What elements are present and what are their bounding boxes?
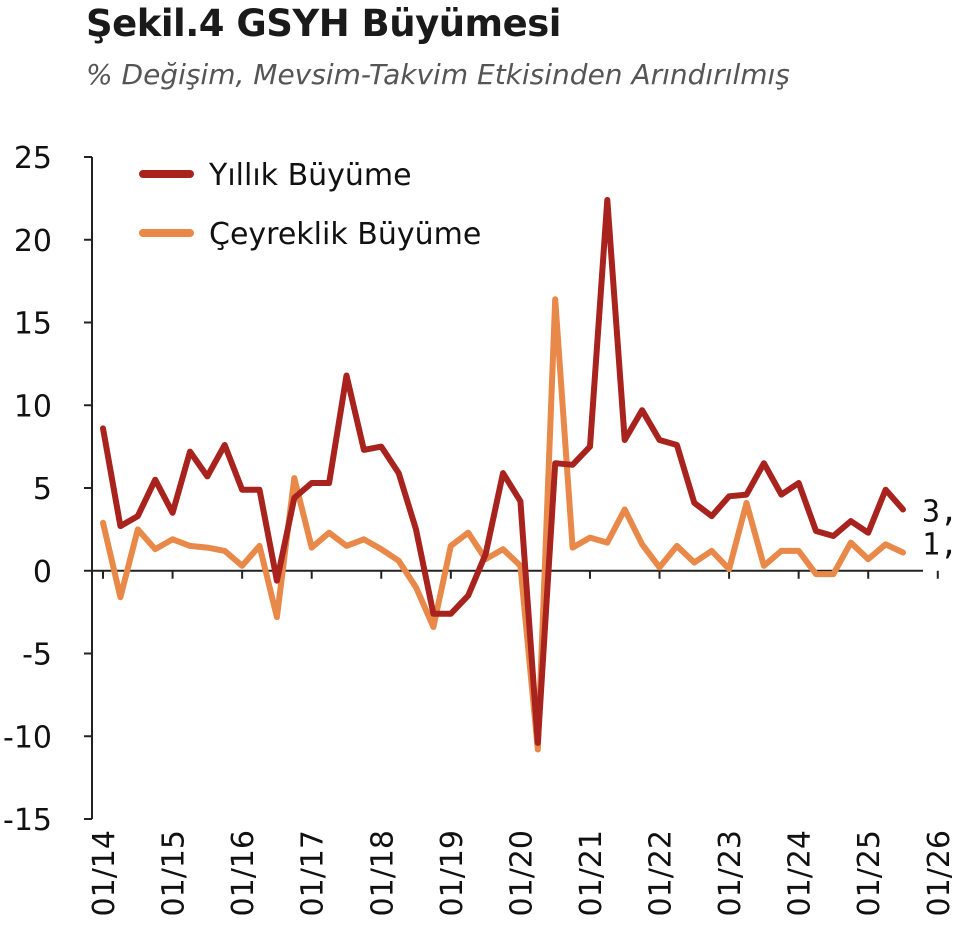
y-tick-label: 20 xyxy=(14,224,52,259)
x-tick-label: 01/17 xyxy=(296,830,331,916)
legend-label: Çeyreklik Büyüme xyxy=(209,217,481,252)
x-tick-label: 01/14 xyxy=(87,830,122,916)
y-tick-label: 0 xyxy=(33,555,52,590)
y-tick-label: -10 xyxy=(3,720,52,755)
x-tick-label: 01/20 xyxy=(504,830,539,916)
chart-subtitle: % Değişim, Mevsim-Takvim Etkisinden Arın… xyxy=(86,58,790,91)
y-tick-label: 10 xyxy=(14,389,52,424)
x-tick-label: 01/21 xyxy=(574,830,609,916)
y-tick-label: -15 xyxy=(3,803,52,838)
x-tick-label: 01/25 xyxy=(852,830,887,916)
x-tick-label: 01/26 xyxy=(922,830,957,916)
x-tick-label: 01/23 xyxy=(713,830,748,916)
series-line-yillik xyxy=(100,197,906,746)
legend-label: Yıllık Büyüme xyxy=(208,158,412,193)
y-tick-label: 25 xyxy=(14,141,52,176)
x-tick-label: 01/15 xyxy=(157,830,192,916)
y-tick-label: 5 xyxy=(33,472,52,507)
x-tick-label: 01/24 xyxy=(783,830,818,916)
x-tick-label: 01/18 xyxy=(365,830,400,916)
x-tick-label: 01/16 xyxy=(226,830,261,916)
series-end-label: 3,7 xyxy=(922,495,960,530)
y-tick-label: -5 xyxy=(22,638,52,673)
series-line-ceyreklik xyxy=(100,296,906,753)
series-end-label: 1, xyxy=(922,528,958,563)
x-tick-label: 01/19 xyxy=(435,830,470,916)
chart-title: Şekil.4 GSYH Büyümesi xyxy=(86,2,561,45)
y-tick-label: 15 xyxy=(14,307,52,342)
x-tick-label: 01/22 xyxy=(644,830,679,916)
